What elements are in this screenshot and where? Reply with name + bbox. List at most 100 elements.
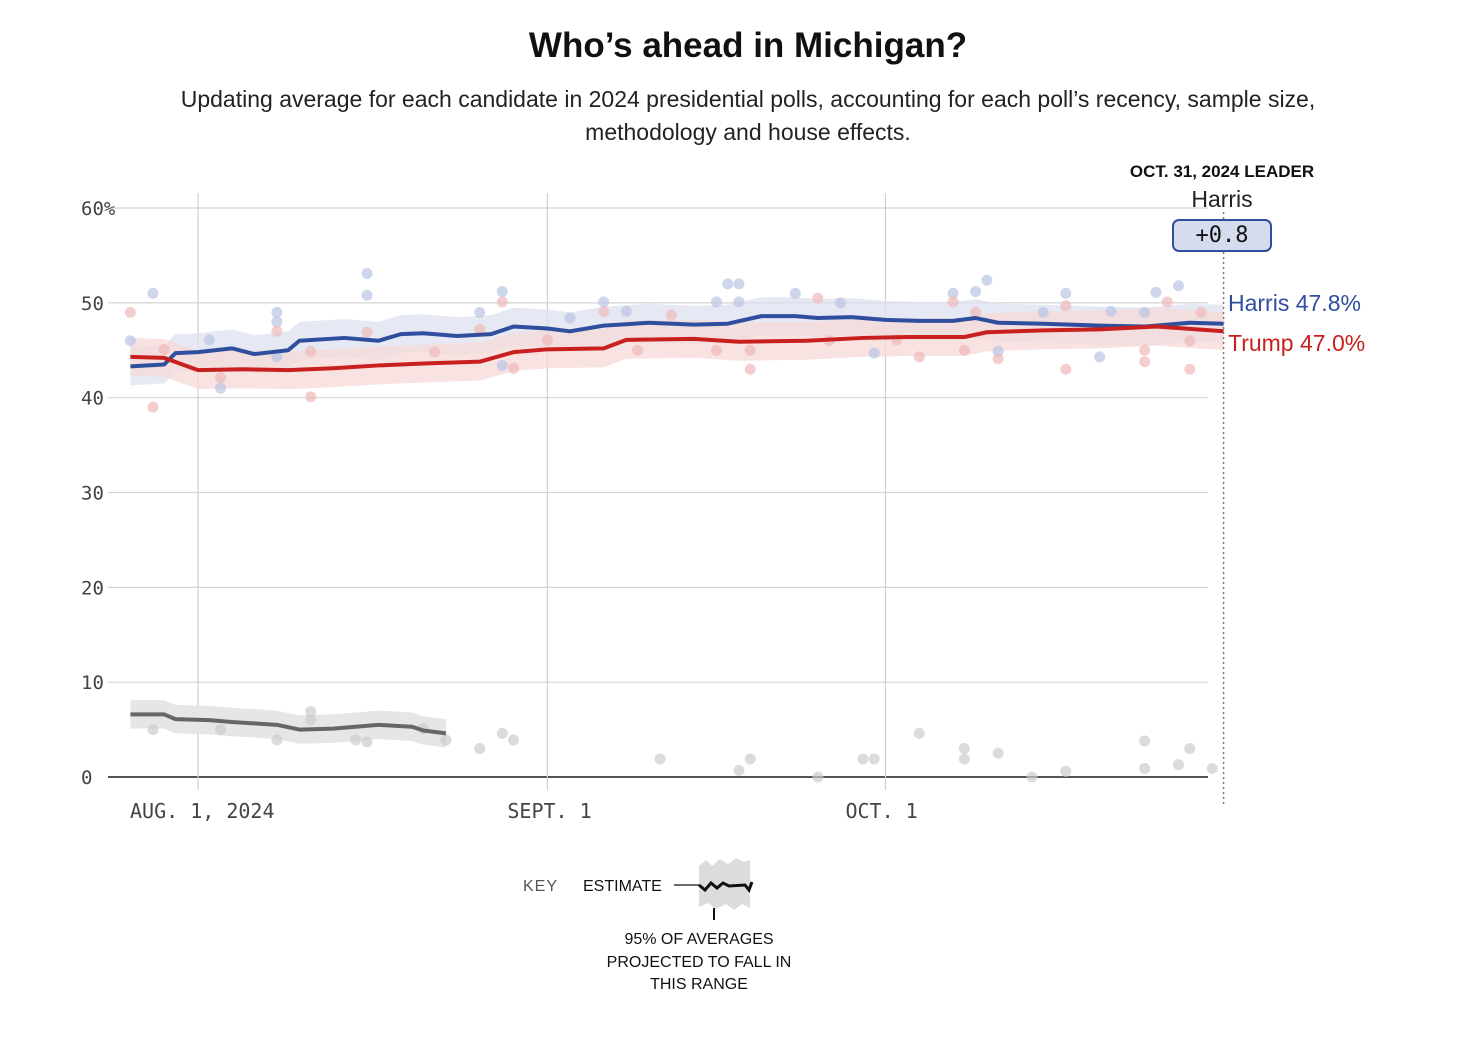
poll-dot-trump (947, 296, 959, 308)
line-other (130, 712, 447, 736)
leader-margin-badge: +0.8 (1172, 219, 1272, 252)
poll-dot-other (812, 771, 824, 783)
poll-dot-harris (496, 359, 508, 371)
line-harris (130, 314, 1224, 369)
y-tick-label: 10 (81, 672, 104, 694)
poll-dot-trump (1161, 296, 1173, 308)
poll-dot-trump (1184, 363, 1196, 375)
poll-dot-harris (1139, 306, 1151, 318)
poll-dot-other (1026, 771, 1038, 783)
poll-dot-trump (124, 306, 136, 318)
poll-dot-trump (541, 334, 553, 346)
poll-dot-harris (598, 296, 610, 308)
key-estimate-line (698, 880, 754, 893)
poll-dot-trump (271, 325, 283, 337)
x-tick-label: OCT. 1 (845, 799, 917, 823)
poll-dot-other (1060, 765, 1072, 777)
poll-dot-trump (812, 292, 824, 304)
poll-dot-harris (271, 316, 283, 328)
poll-dot-trump (496, 296, 508, 308)
poll-dot-harris (970, 285, 982, 297)
poll-dot-trump (361, 326, 373, 338)
poll-dot-other (654, 753, 666, 765)
poll-dot-trump (305, 345, 317, 357)
poll-dot-trump (1060, 363, 1072, 375)
poll-dot-trump (508, 362, 520, 374)
poll-dot-trump (215, 372, 227, 384)
poll-dot-other (992, 747, 1004, 759)
poll-dot-harris (733, 278, 745, 290)
poll-dot-other (305, 714, 317, 726)
poll-dot-harris (271, 306, 283, 318)
harris-end-label: Harris 47.8% (1228, 290, 1361, 316)
poll-dot-other (1206, 762, 1218, 774)
poll-dot-harris (474, 306, 486, 318)
poll-dot-other (305, 706, 317, 718)
poll-dot-harris (496, 285, 508, 297)
y-tick-label: 0 (81, 767, 92, 789)
poll-dot-other (271, 734, 283, 746)
band-trump (130, 307, 1224, 390)
key-estimate-label: ESTIMATE (583, 878, 662, 895)
poll-dot-trump (913, 351, 925, 363)
y-tick-label: 60% (81, 198, 116, 220)
poll-dot-harris (1037, 306, 1049, 318)
y-tick-label: 40 (81, 388, 104, 410)
line-trump (130, 324, 1224, 373)
poll-dot-trump (147, 401, 159, 413)
poll-dot-other (733, 764, 745, 776)
poll-dot-trump (744, 344, 756, 356)
poll-dot-harris (361, 289, 373, 301)
y-tick-label: 30 (81, 483, 104, 505)
poll-dot-harris (124, 335, 136, 347)
poll-dot-trump (1195, 306, 1207, 318)
x-tick-label: SEPT. 1 (507, 799, 591, 823)
poll-dot-other (744, 753, 756, 765)
poll-dot-other (350, 734, 362, 746)
poll-dot-harris (1105, 305, 1117, 317)
poll-dot-harris (789, 287, 801, 299)
y-tick-label: 50 (81, 293, 104, 315)
chart-title: Who’s ahead in Michigan? (528, 26, 968, 65)
key-range-label: 95% OF AVERAGES PROJECTED TO FALL IN THI… (606, 931, 792, 993)
poll-dot-other (215, 724, 227, 736)
poll-dot-harris (947, 287, 959, 299)
poll-dot-trump (958, 344, 970, 356)
poll-dot-harris (215, 382, 227, 394)
poll-dot-harris (271, 351, 283, 363)
poll-dot-harris (203, 334, 215, 346)
poll-dot-trump (1139, 344, 1151, 356)
poll-dot-harris (1150, 286, 1162, 298)
y-tick-label: 20 (81, 577, 104, 599)
poll-dot-harris (710, 296, 722, 308)
poll-dot-harris (1094, 351, 1106, 363)
poll-dot-harris (981, 274, 993, 286)
poll-dot-trump (474, 323, 486, 335)
poll-dot-other (496, 727, 508, 739)
poll-dot-other (508, 734, 520, 746)
poll-dot-harris (147, 287, 159, 299)
poll-dot-trump (1060, 300, 1072, 312)
poll-dot-other (474, 743, 486, 755)
band-other (130, 700, 446, 748)
poll-dot-harris (1172, 280, 1184, 292)
poll-dot-harris (722, 278, 734, 290)
poll-dot-trump (710, 344, 722, 356)
poll-dot-harris (868, 347, 880, 359)
trump-end-label: Trump 47.0% (1228, 330, 1366, 356)
poll-dot-harris (620, 305, 632, 317)
poll-dot-other (440, 734, 452, 746)
poll-dot-other (1184, 743, 1196, 755)
poll-dot-harris (992, 345, 1004, 357)
poll-dot-trump (429, 346, 441, 358)
chart-subtitle: Updating average for each candidate in 2… (180, 86, 1316, 145)
poll-dot-harris (834, 297, 846, 309)
leader-name: Harris (1191, 186, 1253, 212)
poll-dot-trump (970, 306, 982, 318)
poll-dot-other (147, 724, 159, 736)
poll-dot-trump (632, 344, 644, 356)
key-label: KEY (523, 878, 559, 895)
poll-dot-harris (733, 296, 745, 308)
poll-dot-harris (1060, 287, 1072, 299)
